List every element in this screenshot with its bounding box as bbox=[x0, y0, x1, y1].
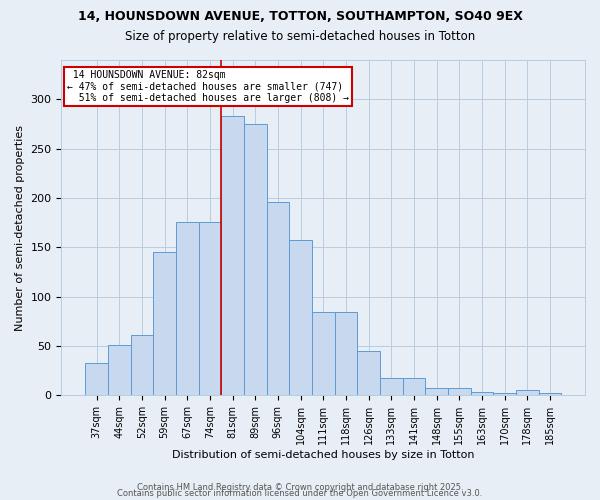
Bar bbox=[199, 222, 221, 396]
X-axis label: Distribution of semi-detached houses by size in Totton: Distribution of semi-detached houses by … bbox=[172, 450, 475, 460]
Bar bbox=[108, 345, 131, 396]
Text: Contains public sector information licensed under the Open Government Licence v3: Contains public sector information licen… bbox=[118, 488, 482, 498]
Bar bbox=[131, 335, 153, 396]
Bar bbox=[312, 312, 335, 396]
Bar bbox=[153, 252, 176, 396]
Text: Size of property relative to semi-detached houses in Totton: Size of property relative to semi-detach… bbox=[125, 30, 475, 43]
Bar bbox=[403, 378, 425, 396]
Bar bbox=[380, 378, 403, 396]
Text: 14, HOUNSDOWN AVENUE, TOTTON, SOUTHAMPTON, SO40 9EX: 14, HOUNSDOWN AVENUE, TOTTON, SOUTHAMPTO… bbox=[77, 10, 523, 23]
Bar bbox=[244, 124, 266, 396]
Text: 14 HOUNSDOWN AVENUE: 82sqm
← 47% of semi-detached houses are smaller (747)
  51%: 14 HOUNSDOWN AVENUE: 82sqm ← 47% of semi… bbox=[67, 70, 349, 103]
Bar bbox=[470, 392, 493, 396]
Bar bbox=[448, 388, 470, 396]
Bar bbox=[266, 202, 289, 396]
Bar bbox=[493, 394, 516, 396]
Bar bbox=[425, 388, 448, 396]
Bar bbox=[357, 351, 380, 396]
Bar bbox=[289, 240, 312, 396]
Y-axis label: Number of semi-detached properties: Number of semi-detached properties bbox=[15, 124, 25, 330]
Text: Contains HM Land Registry data © Crown copyright and database right 2025.: Contains HM Land Registry data © Crown c… bbox=[137, 484, 463, 492]
Bar bbox=[335, 312, 357, 396]
Bar bbox=[516, 390, 539, 396]
Bar bbox=[85, 363, 108, 396]
Bar bbox=[176, 222, 199, 396]
Bar bbox=[221, 116, 244, 396]
Bar bbox=[539, 394, 561, 396]
